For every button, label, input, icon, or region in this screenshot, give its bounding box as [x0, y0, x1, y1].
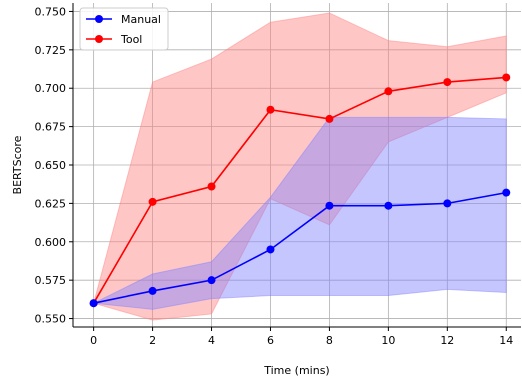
manual-data-point: [89, 299, 98, 308]
legend: Manual Tool: [79, 7, 169, 51]
y-tick-label: 0.725: [35, 44, 67, 57]
manual-data-point: [266, 245, 275, 254]
tool-data-point: [207, 182, 216, 191]
manual-data-point: [443, 199, 452, 208]
x-tick-label: 4: [208, 334, 215, 347]
x-axis-label: Time (mins): [263, 364, 329, 377]
tool-data-point: [502, 73, 511, 82]
y-tick-label: 0.600: [35, 236, 67, 249]
manual-confidence-band: [91, 116, 507, 310]
x-tick-label: 2: [149, 334, 156, 347]
tool-series-line: [92, 76, 507, 304]
tick-labels: 0 2 4 6 8 10 12 14 0.550 0.575 0.600 0.625 0.650 0.67…: [35, 5, 514, 347]
manual-data-point: [207, 276, 216, 285]
x-tick-label: 10: [381, 334, 395, 347]
confidence-bands: [91, 12, 507, 321]
legend-marker-tool: [95, 35, 103, 43]
x-tick-label: 6: [267, 334, 274, 347]
manual-data-point: [325, 201, 334, 210]
x-tick-label: 14: [499, 334, 513, 347]
x-tick-label: 12: [440, 334, 454, 347]
tool-data-point: [443, 78, 452, 87]
legend-label-manual: Manual: [121, 13, 161, 26]
x-tick-label: 8: [326, 334, 333, 347]
x-tick-label: 0: [90, 334, 97, 347]
y-tick-label: 0.650: [35, 159, 67, 172]
y-tick-label: 0.700: [35, 82, 67, 95]
legend-marker-manual: [95, 15, 103, 23]
series-lines: [89, 73, 511, 308]
legend-label-tool: Tool: [120, 33, 142, 46]
y-tick-label: 0.575: [35, 274, 67, 287]
grid-lines: [73, 3, 521, 327]
manual-data-point: [148, 286, 157, 295]
tool-data-point: [148, 197, 157, 206]
tool-data-point: [325, 114, 334, 123]
tool-data-point: [384, 87, 393, 96]
manual-data-point: [384, 201, 393, 210]
y-tick-label: 0.625: [35, 197, 67, 210]
y-tick-label: 0.750: [35, 5, 67, 18]
y-tick-label: 0.550: [35, 313, 67, 326]
y-tick-label: 0.675: [35, 121, 67, 134]
manual-series-line: [93, 191, 507, 304]
manual-data-point: [502, 188, 511, 197]
y-axis-label: BERTScore: [11, 135, 24, 194]
tool-data-point: [266, 105, 275, 114]
